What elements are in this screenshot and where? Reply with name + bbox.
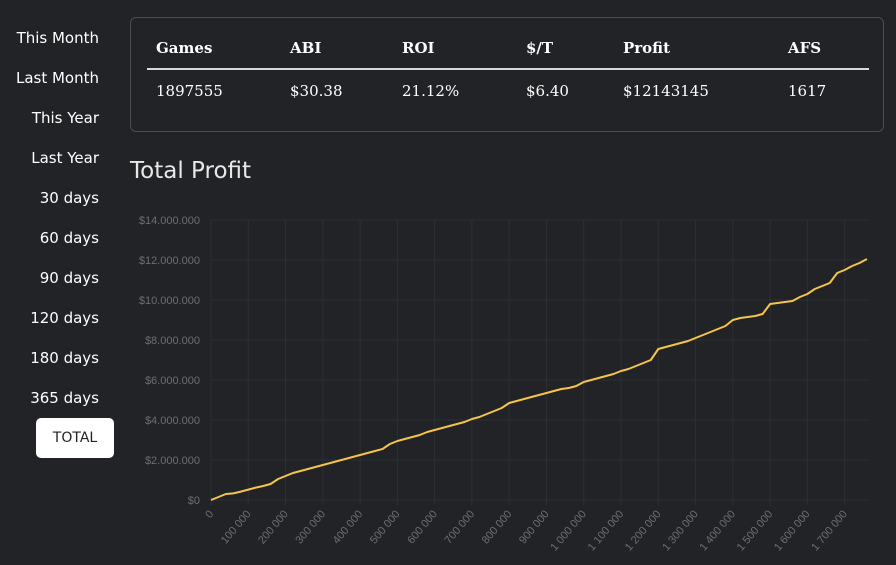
period-180-days[interactable]: 180 days: [30, 349, 99, 367]
x-tick-label: 0: [203, 508, 216, 520]
stats-header-row: Games ABI ROI $/T Profit AFS: [147, 34, 869, 70]
period-30-days[interactable]: 30 days: [39, 189, 99, 207]
profit-chart: $0 $2.000.000 $4.000.000 $6.000.000 $8.000.0…: [139, 215, 868, 553]
period-60-days[interactable]: 60 days: [39, 229, 99, 247]
x-tick-label: 600 000: [405, 508, 440, 546]
x-tick-label: 500 000: [368, 508, 403, 546]
chart-title: Total Profit: [130, 158, 252, 184]
chart-grid: [210, 219, 867, 505]
y-tick-label: $14.000.000: [139, 215, 200, 227]
value-dollar-per-tournament: $6.40: [526, 82, 569, 100]
stats-card: Games ABI ROI $/T Profit AFS 1897555 $30…: [130, 17, 884, 132]
stats-value-row: 1897555 $30.38 21.12% $6.40 $12143145 16…: [147, 70, 869, 110]
header-profit: Profit: [623, 39, 671, 57]
x-tick-label: 800 000: [480, 508, 515, 546]
x-axis-ticks: 0 100 000 200 000 300 000 400 000 500 000 600 …: [203, 508, 850, 553]
x-tick-label: 1 600 000: [772, 508, 813, 553]
x-tick-label: 200 000: [256, 508, 291, 546]
y-tick-label: $10.000.000: [139, 295, 200, 307]
header-dollar-per-tournament: $/T: [526, 39, 554, 57]
x-tick-label: 1 400 000: [697, 508, 738, 553]
period-sidebar: This Month Last Month This Year Last Yea…: [0, 0, 120, 565]
value-abi: $30.38: [290, 82, 343, 100]
y-tick-label: $6.000.000: [145, 375, 200, 387]
y-tick-label: $4.000.000: [145, 415, 200, 427]
header-abi: ABI: [290, 39, 322, 57]
value-games: 1897555: [156, 82, 223, 100]
y-tick-label: $12.000.000: [139, 255, 200, 267]
x-tick-label: 1 100 000: [586, 508, 627, 553]
x-tick-label: 700 000: [442, 508, 477, 546]
stats-table: Games ABI ROI $/T Profit AFS 1897555 $30…: [147, 34, 869, 110]
value-roi: 21.12%: [402, 82, 460, 100]
period-90-days[interactable]: 90 days: [39, 269, 99, 287]
y-tick-label: $8.000.000: [145, 335, 200, 347]
header-games: Games: [156, 39, 213, 57]
value-afs: 1617: [788, 82, 827, 100]
period-last-month[interactable]: Last Month: [15, 69, 99, 87]
x-tick-label: 1 300 000: [660, 508, 701, 553]
period-120-days[interactable]: 120 days: [30, 309, 99, 327]
x-tick-label: 900 000: [517, 508, 552, 546]
period-this-month[interactable]: This Month: [16, 29, 99, 47]
y-tick-label: $2.000.000: [145, 455, 200, 467]
period-total-button[interactable]: TOTAL: [36, 418, 114, 458]
x-tick-label: 400 000: [331, 508, 366, 546]
x-tick-label: 300 000: [293, 508, 328, 546]
header-roi: ROI: [402, 39, 435, 57]
x-tick-label: 100 000: [219, 508, 254, 546]
y-axis-ticks: $0 $2.000.000 $4.000.000 $6.000.000 $8.000.0…: [139, 215, 200, 507]
header-afs: AFS: [788, 39, 822, 57]
period-last-year[interactable]: Last Year: [31, 149, 99, 167]
x-tick-label: 1 200 000: [623, 508, 664, 553]
x-tick-label: 1 700 000: [809, 508, 850, 553]
chart-series: [210, 258, 868, 501]
period-365-days[interactable]: 365 days: [30, 389, 99, 407]
period-this-year[interactable]: This Year: [31, 109, 99, 127]
y-tick-label: $0: [188, 495, 200, 507]
x-tick-label: 1 500 000: [735, 508, 776, 553]
profit-series-line: [210, 258, 868, 501]
x-tick-label: 1 000 000: [548, 508, 589, 553]
value-profit: $12143145: [623, 82, 709, 100]
